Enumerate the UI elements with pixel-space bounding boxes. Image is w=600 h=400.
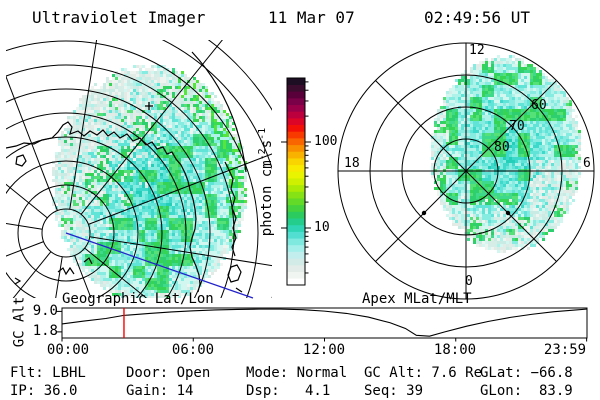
status-gain: Gain: 14 xyxy=(126,383,194,399)
gc-alt-plot xyxy=(56,307,588,342)
status-dsp: Dsp: 4.1 xyxy=(246,383,331,399)
time-label: 02:49:56 UT xyxy=(424,8,530,27)
geo-coastlines xyxy=(6,51,247,293)
orbit-track-line xyxy=(65,232,254,299)
limb-arc xyxy=(191,51,247,173)
status-door: Door: Open xyxy=(126,365,211,381)
status-gcalt: GC Alt: 7.6 Re xyxy=(364,365,483,381)
mlat-label-80: 80 xyxy=(494,140,510,155)
island-east xyxy=(227,264,243,293)
mlt-label-6: 6 xyxy=(583,156,591,171)
mlat-label-70: 70 xyxy=(509,119,525,134)
ytick-1-8: 1.8 xyxy=(32,323,58,339)
unit-exp-2: -2 xyxy=(257,148,269,161)
unit-exp-1: -1 xyxy=(257,127,269,140)
plot-frame xyxy=(61,307,588,339)
xtick-2359: 23:59 xyxy=(543,342,587,358)
status-seq: Seq: 39 xyxy=(364,383,424,399)
gc-alt-curve xyxy=(61,308,587,337)
ytick-9: 9.0 xyxy=(32,303,58,319)
apex-grid xyxy=(337,42,595,300)
coastline-east xyxy=(224,161,237,257)
plot-ticks xyxy=(56,310,588,342)
unit-prefix: photon cm xyxy=(258,160,275,237)
status-ip: IP: 36.0 xyxy=(10,383,78,399)
geo-aurora-image xyxy=(52,65,247,298)
island-west xyxy=(15,154,27,167)
status-glon: GLon: 83.9 xyxy=(480,383,573,399)
status-flt: Flt: LBHL xyxy=(10,365,86,381)
status-glat: GLat: −66.8 xyxy=(480,365,573,381)
caption-geographic: Geographic Lat/Lon xyxy=(62,291,214,307)
colorbar-tick-10: 10 xyxy=(314,220,330,235)
xtick-1200: 12:00 xyxy=(302,342,346,358)
unit-s: s xyxy=(258,139,275,149)
date-label: 11 Mar 07 xyxy=(268,8,355,27)
colorbar-unit-label: photon cm-2s-1 xyxy=(255,128,275,236)
status-mode: Mode: Normal xyxy=(246,365,348,381)
xtick-1800: 18:00 xyxy=(433,342,477,358)
coastline-main xyxy=(6,121,201,293)
caption-apex: Apex MLat/MLT xyxy=(362,291,472,307)
colorbar-tick-100: 100 xyxy=(314,134,338,149)
footprint-plus-marker xyxy=(145,102,153,110)
mlt-label-18: 18 xyxy=(344,156,360,171)
page-title: Ultraviolet Imager xyxy=(32,8,206,27)
xtick-0000: 00:00 xyxy=(46,342,90,358)
gc-alt-axis-label: GC Alt xyxy=(11,296,28,348)
coast-squiggles xyxy=(14,257,93,285)
mlt-label-12: 12 xyxy=(469,43,485,58)
mlt-label-0: 0 xyxy=(465,274,473,289)
colorbar xyxy=(281,77,311,286)
xtick-0600: 06:00 xyxy=(171,342,215,358)
mlat-label-60: 60 xyxy=(531,98,547,113)
